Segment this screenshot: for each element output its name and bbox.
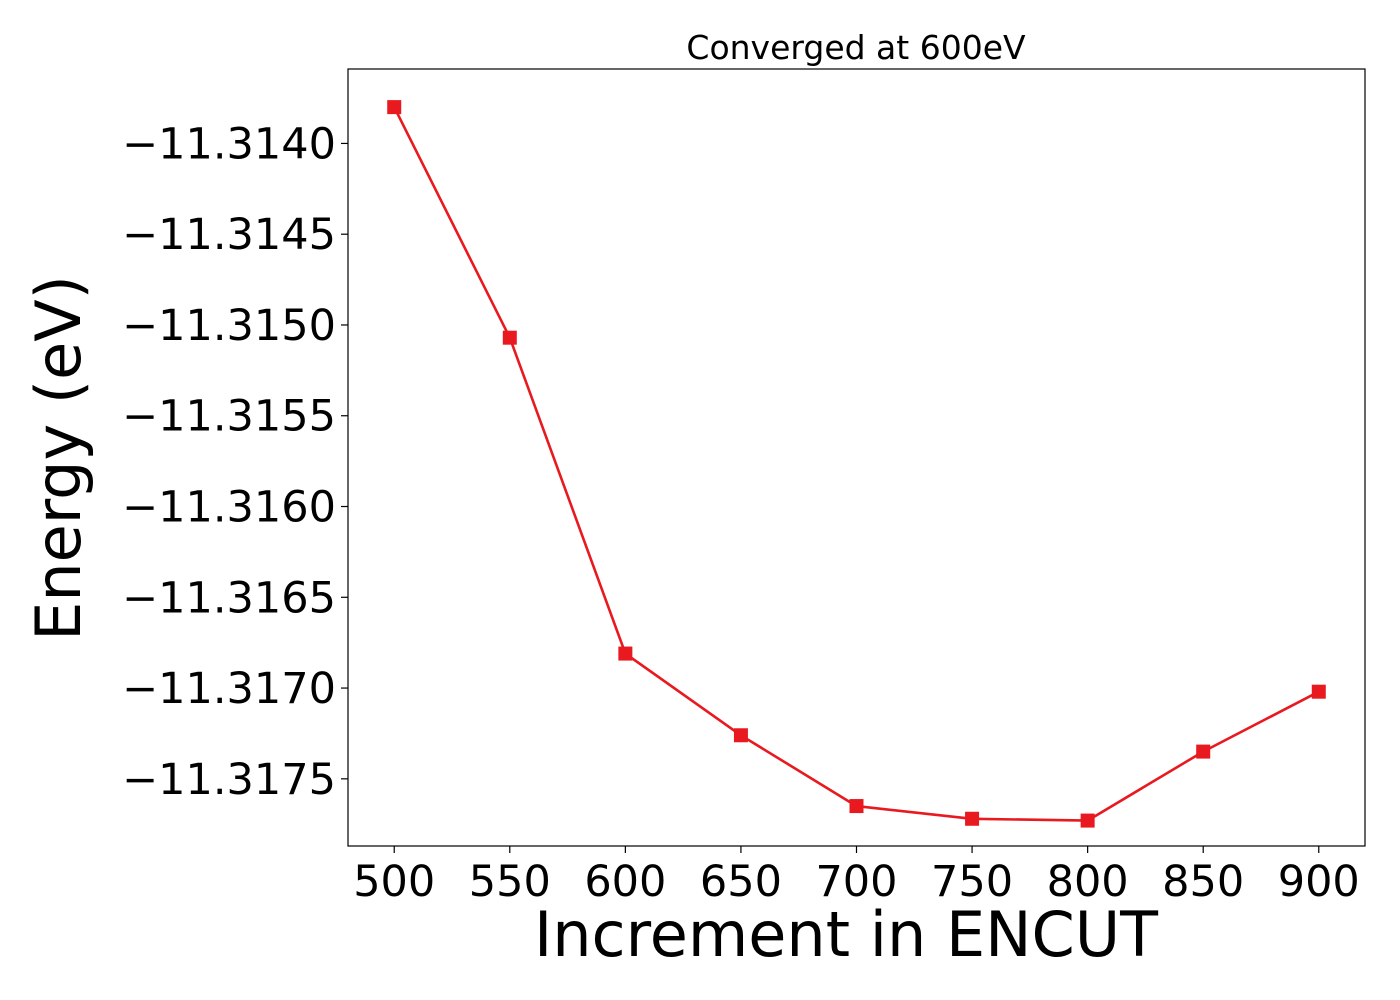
y-axis-label: Energy (eV): [22, 275, 95, 641]
x-tick-label: 700: [815, 857, 897, 907]
x-tick-label: 900: [1278, 857, 1360, 907]
data-point-marker: [1311, 684, 1326, 699]
data-point-marker: [618, 646, 633, 661]
y-axis: −11.3140 −11.3145 −11.3150 −11.3155 −11.3160…: [122, 119, 348, 805]
y-tick-label: −11.3150: [122, 301, 336, 351]
x-tick-label: 650: [700, 857, 782, 907]
x-tick-label: 500: [353, 857, 435, 907]
y-tick-label: −11.3140: [122, 119, 336, 169]
x-tick-label: 600: [584, 857, 666, 907]
y-tick-label: −11.3145: [122, 210, 336, 260]
x-tick-label: 550: [469, 857, 551, 907]
y-tick-label: −11.3165: [122, 573, 336, 623]
x-axis-label: Increment in ENCUT: [534, 898, 1159, 971]
x-tick-label: 850: [1162, 857, 1244, 907]
x-tick-label: 750: [931, 857, 1013, 907]
y-tick-label: −11.3170: [122, 664, 336, 714]
data-point-marker: [1080, 813, 1095, 828]
y-tick-label: −11.3160: [122, 483, 336, 533]
data-point-marker: [733, 728, 748, 743]
data-point-marker: [1196, 744, 1211, 759]
y-tick-label: −11.3155: [122, 392, 336, 442]
data-point-marker: [387, 100, 402, 115]
x-tick-label: 800: [1047, 857, 1129, 907]
data-point-marker: [849, 799, 864, 814]
data-point-marker: [502, 330, 517, 345]
series-layer: [387, 100, 1326, 828]
y-tick-label: −11.3175: [122, 755, 336, 805]
data-point-marker: [965, 811, 980, 826]
chart-title: Converged at 600eV: [686, 28, 1026, 67]
x-axis: 500 550 600 650 700 750 800 850 900: [353, 846, 1360, 907]
